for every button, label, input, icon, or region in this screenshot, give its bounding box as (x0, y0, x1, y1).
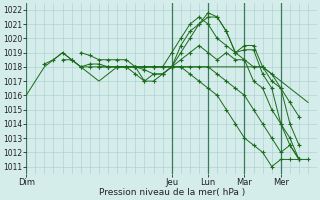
X-axis label: Pression niveau de la mer( hPa ): Pression niveau de la mer( hPa ) (99, 188, 245, 197)
